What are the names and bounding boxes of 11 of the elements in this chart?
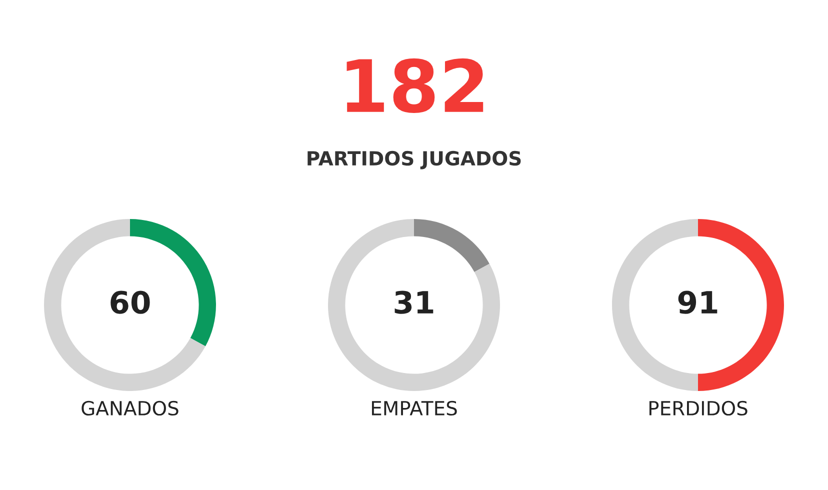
text: PARTIDOS JUGADOS <box>308 150 521 170</box>
donut-slice <box>44 219 206 391</box>
data-label: 60 <box>110 290 150 314</box>
text: 182 <box>346 58 484 113</box>
text: PERDIDOS <box>649 400 748 416</box>
text: GANADOS <box>82 400 178 416</box>
donut-slice <box>414 219 490 272</box>
donut-slice <box>328 219 500 391</box>
data-label: 31 <box>394 290 434 314</box>
text: EMPATES <box>372 400 457 416</box>
data-label: 91 <box>678 290 718 314</box>
